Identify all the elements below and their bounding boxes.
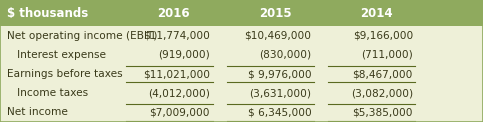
Text: $10,469,000: $10,469,000	[244, 31, 312, 41]
Text: Net operating income (EBIT): Net operating income (EBIT)	[7, 31, 157, 41]
Text: 2016: 2016	[157, 7, 190, 20]
Text: $9,166,000: $9,166,000	[353, 31, 413, 41]
Text: $11,021,000: $11,021,000	[143, 69, 210, 79]
Text: $11,774,000: $11,774,000	[143, 31, 210, 41]
Text: (4,012,000): (4,012,000)	[148, 88, 210, 98]
Text: $8,467,000: $8,467,000	[353, 69, 413, 79]
Text: Interest expense: Interest expense	[7, 50, 106, 60]
Text: (3,082,000): (3,082,000)	[351, 88, 413, 98]
Text: (919,000): (919,000)	[158, 50, 210, 60]
Text: $ 6,345,000: $ 6,345,000	[248, 107, 312, 117]
Text: Earnings before taxes: Earnings before taxes	[7, 69, 123, 79]
Text: (830,000): (830,000)	[259, 50, 312, 60]
Text: Net income: Net income	[7, 107, 68, 117]
Text: (3,631,000): (3,631,000)	[250, 88, 312, 98]
Text: 2015: 2015	[259, 7, 292, 20]
Text: (711,000): (711,000)	[361, 50, 413, 60]
Text: 2014: 2014	[360, 7, 393, 20]
Bar	[0, 0, 483, 26]
Text: Income taxes: Income taxes	[7, 88, 88, 98]
Text: $5,385,000: $5,385,000	[353, 107, 413, 117]
Text: $ 9,976,000: $ 9,976,000	[248, 69, 312, 79]
Text: $7,009,000: $7,009,000	[150, 107, 210, 117]
Text: $ thousands: $ thousands	[7, 7, 88, 20]
